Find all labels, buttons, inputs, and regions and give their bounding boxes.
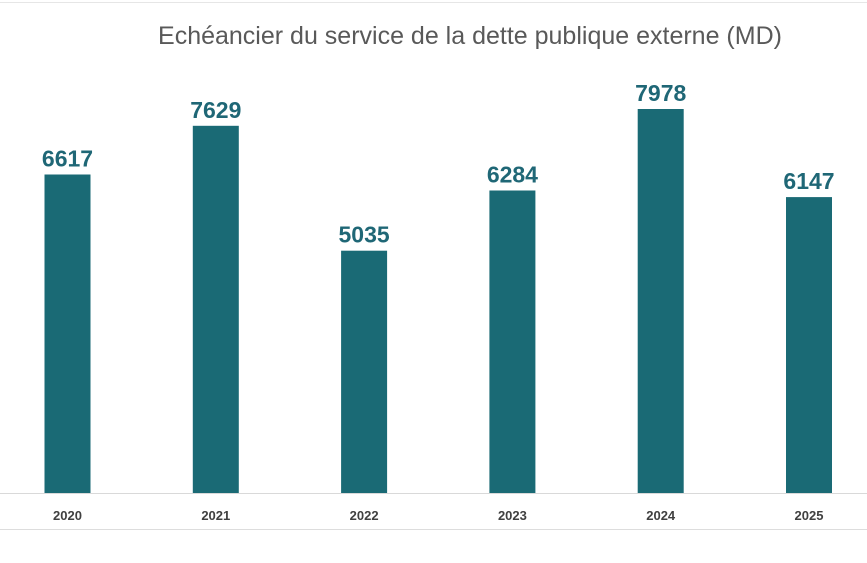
x-tick-label-2023: 2023	[498, 508, 527, 523]
data-label-2025: 6147	[783, 168, 834, 194]
bar-2022	[341, 250, 388, 493]
bar-2023	[489, 190, 536, 493]
data-label-2020: 6617	[42, 146, 93, 172]
bar-2021	[192, 125, 239, 494]
data-label-2021: 7629	[190, 97, 241, 123]
bottom-border-line	[0, 529, 867, 530]
bar-2024	[637, 109, 684, 493]
bar-2025	[786, 197, 832, 493]
bar-2020	[44, 174, 91, 493]
x-tick-label-2020: 2020	[53, 508, 82, 523]
data-label-2022: 5035	[339, 222, 390, 248]
x-tick-label-2021: 2021	[201, 508, 230, 523]
data-label-2024: 7978	[635, 80, 686, 106]
x-tick-label-2022: 2022	[350, 508, 379, 523]
chart-title: Echéancier du service de la dette publiq…	[158, 22, 782, 50]
x-tick-label-2024: 2024	[646, 508, 676, 523]
top-border-line	[0, 2, 867, 3]
data-label-2023: 6284	[487, 162, 538, 188]
x-tick-label-2025: 2025	[795, 508, 824, 523]
